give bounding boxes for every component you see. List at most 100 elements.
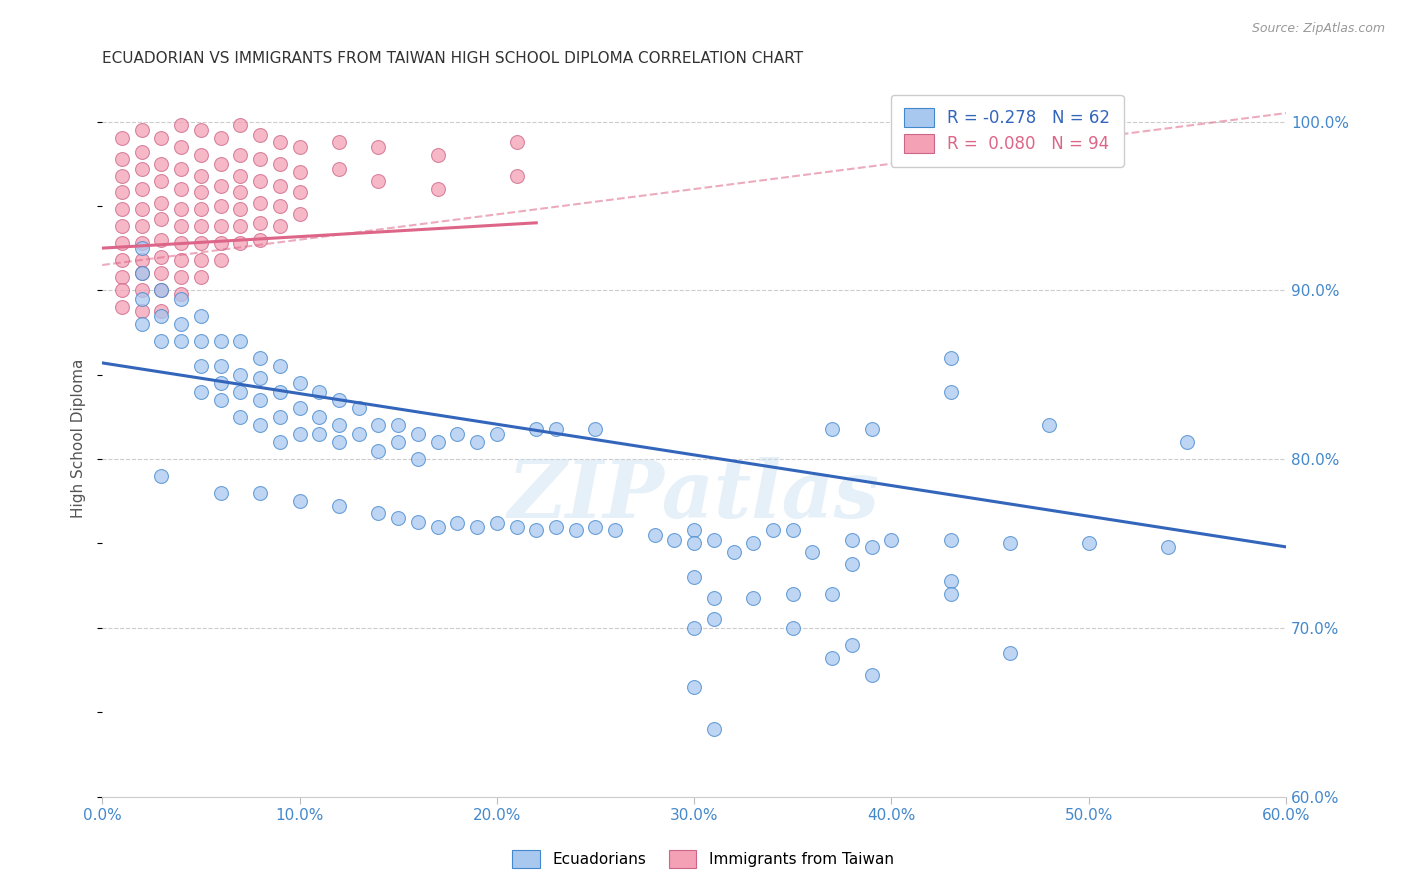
Legend: R = -0.278   N = 62, R =  0.080   N = 94: R = -0.278 N = 62, R = 0.080 N = 94 [891,95,1123,167]
Point [131,292,153,306]
Point [190,309,212,323]
Point [190,169,212,183]
Point [131,145,153,159]
Point [841,533,863,548]
Point [880,533,903,548]
Point [328,392,350,407]
Point [111,269,134,284]
Point [939,351,962,365]
Point [170,292,193,306]
Point [288,401,311,416]
Point [269,178,291,193]
Point [939,384,962,399]
Point [1156,540,1178,554]
Point [269,409,291,424]
Point [229,235,252,250]
Point [644,528,666,542]
Point [426,148,449,162]
Point [249,486,271,500]
Point [328,161,350,176]
Point [782,523,804,537]
Point [150,309,173,323]
Point [209,219,232,234]
Point [150,469,173,483]
Point [229,409,252,424]
Point [683,680,706,694]
Point [841,557,863,571]
Point [426,182,449,196]
Point [150,131,173,145]
Point [387,418,409,433]
Point [742,536,765,550]
Point [170,219,193,234]
Point [229,202,252,217]
Point [170,269,193,284]
Point [328,435,350,450]
Point [229,186,252,200]
Point [170,182,193,196]
Point [150,233,173,247]
Point [190,252,212,267]
Point [229,384,252,399]
Point [367,443,389,458]
Point [190,148,212,162]
Point [998,646,1021,660]
Point [288,376,311,391]
Point [703,722,725,736]
Point [150,157,173,171]
Legend: Ecuadorians, Immigrants from Taiwan: Ecuadorians, Immigrants from Taiwan [505,843,901,875]
Point [249,351,271,365]
Point [406,515,429,529]
Point [308,426,330,441]
Point [209,486,232,500]
Point [801,545,824,559]
Point [150,303,173,318]
Point [111,235,134,250]
Point [269,384,291,399]
Point [821,422,844,436]
Point [683,621,706,635]
Point [406,452,429,467]
Point [170,235,193,250]
Point [111,283,134,297]
Point [131,317,153,331]
Point [505,135,527,149]
Point [583,519,606,533]
Point [111,202,134,217]
Text: ZIPatlas: ZIPatlas [508,457,880,534]
Point [209,376,232,391]
Point [426,519,449,533]
Point [111,186,134,200]
Text: Source: ZipAtlas.com: Source: ZipAtlas.com [1251,22,1385,36]
Point [387,511,409,525]
Point [150,283,173,297]
Point [190,269,212,284]
Point [703,612,725,626]
Point [821,651,844,665]
Point [209,199,232,213]
Point [269,435,291,450]
Point [190,334,212,348]
Point [131,202,153,217]
Point [524,422,547,436]
Point [170,202,193,217]
Point [131,283,153,297]
Point [328,418,350,433]
Point [505,169,527,183]
Point [939,574,962,588]
Point [249,195,271,210]
Point [249,418,271,433]
Point [150,195,173,210]
Point [131,161,153,176]
Point [131,123,153,137]
Point [229,219,252,234]
Point [209,178,232,193]
Point [111,219,134,234]
Point [288,207,311,221]
Point [564,523,586,537]
Point [426,435,449,450]
Point [229,368,252,382]
Point [683,523,706,537]
Point [111,152,134,166]
Point [821,587,844,601]
